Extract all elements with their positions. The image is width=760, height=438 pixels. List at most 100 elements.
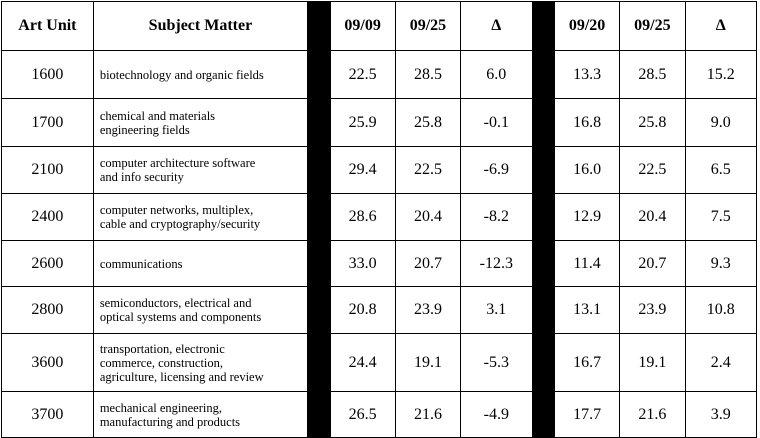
period-b-start-cell: 13.1 (553, 286, 621, 334)
period-b-delta-cell: 9.3 (684, 240, 758, 287)
period-a-end-cell: 28.5 (394, 50, 462, 99)
period-a-start-cell: 25.9 (329, 98, 396, 147)
column-separator (531, 286, 555, 334)
column-separator (531, 391, 555, 438)
period-b-start-cell: 11.4 (553, 240, 621, 287)
subject-matter-line: communications (99, 256, 183, 271)
header-row: Art Unit Subject Matter 09/09 09/25 Δ 09… (1, 1, 758, 51)
period-b-end-cell: 25.8 (619, 98, 686, 147)
period-a-delta-cell: 3.1 (460, 286, 533, 334)
period-b-end-cell: 21.6 (619, 391, 686, 438)
period-b-delta-cell: 2.4 (684, 333, 758, 392)
subject-matter-line: agriculture, licensing and review (99, 369, 264, 384)
subject-matter-cell: communications (92, 240, 309, 287)
period-b-end-cell: 22.5 (619, 146, 686, 194)
period-a-end-cell: 21.6 (394, 391, 462, 438)
period-a-delta-cell: -6.9 (460, 146, 533, 194)
header-art-unit: Art Unit (1, 1, 94, 51)
period-a-end-cell: 25.8 (394, 98, 462, 147)
subject-matter-line: optical systems and components (99, 310, 262, 324)
period-a-end-cell: 19.1 (394, 333, 462, 392)
period-b-end-cell: 20.4 (619, 193, 686, 241)
table-row: 2100 computer architecture software and in… (1, 146, 758, 194)
period-b-start-cell: 16.7 (553, 333, 621, 392)
art-unit-cell: 3600 (1, 333, 94, 392)
subject-matter-line: commerce, construction, (99, 355, 224, 370)
period-b-start-cell: 13.3 (553, 50, 621, 99)
art-unit-cell: 1700 (1, 98, 94, 147)
period-a-delta-cell: -12.3 (460, 240, 533, 287)
period-a-end-cell: 20.7 (394, 240, 462, 287)
header-subject-matter: Subject Matter (92, 1, 309, 51)
table-row: 2800 semiconductors, electrical and optica… (1, 286, 758, 334)
column-separator (307, 1, 331, 51)
header-period-b-delta: Δ (684, 1, 758, 51)
header-period-b-start: 09/20 (553, 1, 621, 51)
subject-matter-line: cable and cryptography/security (99, 217, 261, 231)
period-a-start-cell: 26.5 (329, 391, 396, 438)
period-b-start-cell: 17.7 (553, 391, 621, 438)
column-separator (531, 333, 555, 392)
art-unit-cell: 2600 (1, 240, 94, 287)
period-b-end-cell: 19.1 (619, 333, 686, 392)
period-a-start-cell: 29.4 (329, 146, 396, 194)
period-b-delta-cell: 7.5 (684, 193, 758, 241)
subject-matter-line: chemical and materials (99, 108, 216, 123)
subject-matter-cell: biotechnology and organic fields (92, 50, 309, 99)
period-b-delta-cell: 6.5 (684, 146, 758, 194)
period-b-start-cell: 16.0 (553, 146, 621, 194)
subject-matter-line: mechanical engineering, (99, 400, 222, 415)
period-a-delta-cell: -4.9 (460, 391, 533, 438)
period-a-delta-cell: 6.0 (460, 50, 533, 99)
subject-matter-line: biotechnology and organic fields (99, 67, 264, 82)
table-row: 2400 computer networks, multiplex, cable a… (1, 193, 758, 241)
subject-matter-line: and info security (99, 170, 184, 184)
period-a-delta-cell: -0.1 (460, 98, 533, 147)
column-separator (307, 50, 331, 99)
column-separator (307, 146, 331, 194)
header-period-a-end: 09/25 (394, 1, 462, 51)
period-b-end-cell: 28.5 (619, 50, 686, 99)
table-row: 3700 mechanical engineering, manufacturing… (1, 391, 758, 438)
subject-matter-line: semiconductors, electrical and (99, 296, 252, 310)
column-separator (531, 50, 555, 99)
period-a-start-cell: 33.0 (329, 240, 396, 287)
table-row: 1700 chemical and materials engineering fi… (1, 98, 758, 147)
table-row: 2600 communications 33.0 20.7 -12.3 11.4 20.7 9… (1, 240, 758, 287)
subject-matter-line: engineering fields (99, 122, 190, 137)
period-a-delta-cell: -5.3 (460, 333, 533, 392)
column-separator (531, 146, 555, 194)
column-separator (531, 240, 555, 287)
period-a-start-cell: 20.8 (329, 286, 396, 334)
period-b-start-cell: 16.8 (553, 98, 621, 147)
header-period-b-end: 09/25 (619, 1, 686, 51)
subject-matter-cell: chemical and materials engineering fields (92, 98, 309, 147)
period-b-start-cell: 12.9 (553, 193, 621, 241)
period-b-delta-cell: 10.8 (684, 286, 758, 334)
period-a-start-cell: 22.5 (329, 50, 396, 99)
table-row: 1600 biotechnology and organic fields 22.5… (1, 50, 758, 99)
subject-matter-cell: mechanical engineering, manufacturing and… (92, 391, 309, 438)
art-unit-cell: 3700 (1, 391, 94, 438)
subject-matter-line: computer architecture software (99, 156, 256, 170)
subject-matter-line: transportation, electronic (99, 341, 225, 356)
period-a-start-cell: 24.4 (329, 333, 396, 392)
period-b-delta-cell: 3.9 (684, 391, 758, 438)
period-a-start-cell: 28.6 (329, 193, 396, 241)
column-separator (531, 193, 555, 241)
subject-matter-cell: semiconductors, electrical and optical sy… (92, 286, 309, 334)
subject-matter-line: manufacturing and products (99, 414, 241, 429)
subject-matter-cell: computer architecture software and info s… (92, 146, 309, 194)
period-a-end-cell: 22.5 (394, 146, 462, 194)
art-unit-cell: 2100 (1, 146, 94, 194)
period-a-end-cell: 23.9 (394, 286, 462, 334)
art-unit-cell: 2400 (1, 193, 94, 241)
header-period-a-delta: Δ (460, 1, 533, 51)
period-a-end-cell: 20.4 (394, 193, 462, 241)
period-b-end-cell: 20.7 (619, 240, 686, 287)
period-b-delta-cell: 15.2 (684, 50, 758, 99)
table-row: 3600 transportation, electronic commerce, … (1, 333, 758, 392)
art-unit-cell: 2800 (1, 286, 94, 334)
art-unit-cell: 1600 (1, 50, 94, 99)
